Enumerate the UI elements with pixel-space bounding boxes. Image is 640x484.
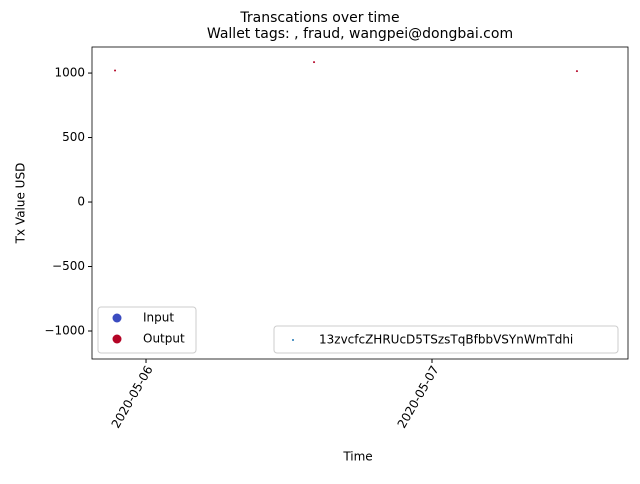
y-axis-label: Tx Value USD <box>14 163 28 245</box>
y-tick-label: −1000 <box>44 324 85 338</box>
legend-marker <box>112 334 122 344</box>
data-point <box>313 61 316 64</box>
y-tick-label: −500 <box>52 259 85 273</box>
data-point <box>575 70 578 73</box>
legend-label: 13zvcfcZHRUcD5TSzsTqBfbbVSYnWmTdhi <box>319 333 573 347</box>
legend-box <box>273 325 619 354</box>
x-axis-label: Time <box>342 450 372 464</box>
legend-marker <box>112 313 122 323</box>
y-tick-label: 500 <box>62 130 85 144</box>
legend-label: Output <box>143 332 185 346</box>
plot-frame <box>91 46 629 360</box>
chart-subtitle: Wallet tags: , fraud, wangpei@dongbai.co… <box>207 26 513 42</box>
data-point <box>114 69 117 72</box>
legend-marker <box>292 339 294 341</box>
legend-box <box>97 306 197 354</box>
legend-label: Input <box>143 311 174 325</box>
y-tick-label: 0 <box>77 195 85 209</box>
chart-title: Transcations over time <box>239 10 399 26</box>
y-tick-label: 1000 <box>54 66 85 80</box>
